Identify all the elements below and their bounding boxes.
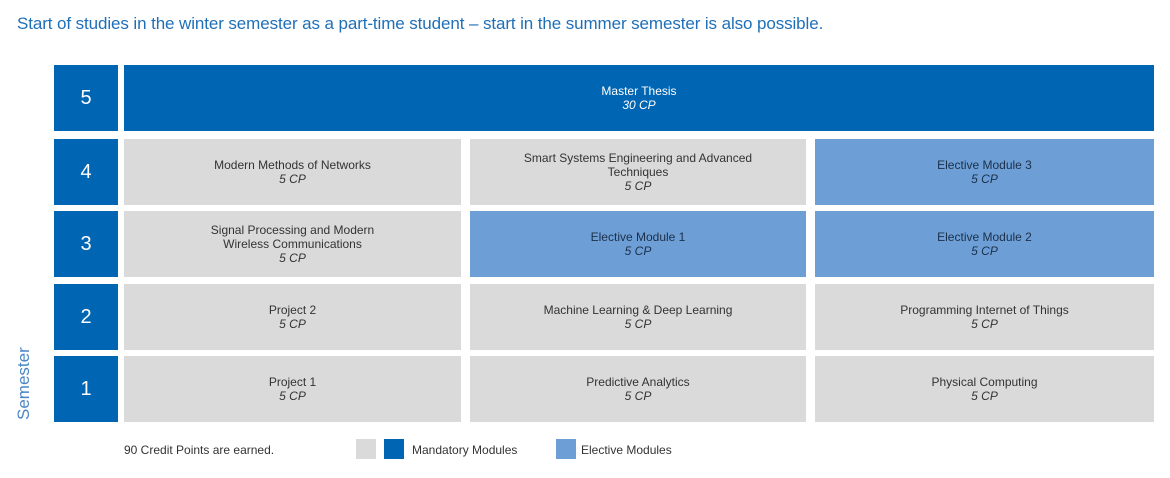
module-name: Smart Systems Engineering and Advanced T… <box>523 151 753 179</box>
legend-swatch-mandatory-grey <box>356 439 376 459</box>
module-name: Signal Processing and Modern Wireless Co… <box>210 223 375 251</box>
module-name: Machine Learning & Deep Learning <box>543 303 733 317</box>
legend-swatch-mandatory-blue <box>384 439 404 459</box>
module-cp: 5 CP <box>971 317 998 331</box>
module-cp: 5 CP <box>624 389 652 403</box>
module-cp: 5 CP <box>624 317 652 331</box>
module-cp: 30 CP <box>622 98 656 112</box>
module-name: Project 1 <box>268 375 317 389</box>
module-modern-methods-of-networks: Modern Methods of Networks 5 CP <box>124 139 461 205</box>
module-name: Predictive Analytics <box>586 375 690 389</box>
module-cp: 5 CP <box>279 317 306 331</box>
module-predictive-analytics: Predictive Analytics 5 CP <box>470 356 806 422</box>
module-signal-processing: Signal Processing and Modern Wireless Co… <box>124 211 461 277</box>
module-cp: 5 CP <box>971 244 998 258</box>
semester-number-2: 2 <box>54 284 118 350</box>
module-cp: 5 CP <box>279 251 306 265</box>
module-name: Project 2 <box>268 303 317 317</box>
module-master-thesis: Master Thesis 30 CP <box>124 65 1154 131</box>
module-cp: 5 CP <box>971 389 998 403</box>
legend-label-elective: Elective Modules <box>581 443 672 457</box>
module-name: Elective Module 1 <box>590 230 686 244</box>
semester-number-5: 5 <box>54 65 118 131</box>
semester-axis-label: Semester <box>14 347 33 420</box>
semester-number-4: 4 <box>54 139 118 205</box>
module-cp: 5 CP <box>624 179 652 193</box>
module-name: Elective Module 2 <box>937 230 1032 244</box>
module-physical-computing: Physical Computing 5 CP <box>815 356 1154 422</box>
module-smart-systems-engineering: Smart Systems Engineering and Advanced T… <box>470 139 806 205</box>
module-name: Modern Methods of Networks <box>214 158 371 172</box>
module-project-1: Project 1 5 CP <box>124 356 461 422</box>
semester-number-3: 3 <box>54 211 118 277</box>
module-cp: 5 CP <box>624 244 652 258</box>
module-name: Programming Internet of Things <box>900 303 1069 317</box>
module-project-2: Project 2 5 CP <box>124 284 461 350</box>
module-cp: 5 CP <box>971 172 998 186</box>
module-cp: 5 CP <box>279 172 306 186</box>
module-machine-learning: Machine Learning & Deep Learning 5 CP <box>470 284 806 350</box>
legend-label-mandatory: Mandatory Modules <box>412 443 518 457</box>
semester-number-1: 1 <box>54 356 118 422</box>
module-elective-module-1: Elective Module 1 5 CP <box>470 211 806 277</box>
module-programming-iot: Programming Internet of Things 5 CP <box>815 284 1154 350</box>
module-name: Physical Computing <box>931 375 1038 389</box>
legend-swatch-elective <box>556 439 576 459</box>
module-elective-module-2: Elective Module 2 5 CP <box>815 211 1154 277</box>
module-elective-module-3: Elective Module 3 5 CP <box>815 139 1154 205</box>
module-name: Master Thesis <box>601 84 677 98</box>
module-name: Elective Module 3 <box>937 158 1032 172</box>
page-title: Start of studies in the winter semester … <box>17 14 824 33</box>
credits-note: 90 Credit Points are earned. <box>124 443 275 457</box>
module-cp: 5 CP <box>279 389 306 403</box>
